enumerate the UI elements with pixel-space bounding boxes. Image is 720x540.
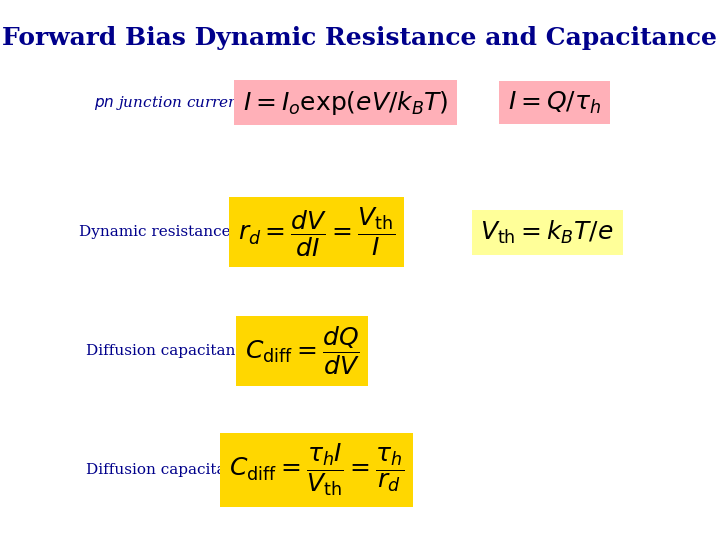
Text: Diffusion capacitance: Diffusion capacitance bbox=[86, 463, 253, 477]
Text: $V_{\rm th} = k_BT/e$: $V_{\rm th} = k_BT/e$ bbox=[480, 219, 614, 246]
Text: $I = Q/\tau_h$: $I = Q/\tau_h$ bbox=[508, 90, 601, 116]
Text: Diffusion capacitance: Diffusion capacitance bbox=[86, 344, 253, 358]
Text: $r_d = \dfrac{dV}{dI} = \dfrac{V_{\rm th}}{I}$: $r_d = \dfrac{dV}{dI} = \dfrac{V_{\rm th… bbox=[238, 206, 395, 259]
Text: $C_{\rm diff} = \dfrac{\tau_h I}{V_{\rm th}} = \dfrac{\tau_h}{r_d}$: $C_{\rm diff} = \dfrac{\tau_h I}{V_{\rm … bbox=[229, 442, 405, 498]
Text: Forward Bias Dynamic Resistance and Capacitance: Forward Bias Dynamic Resistance and Capa… bbox=[2, 26, 718, 50]
Text: Dynamic resistance: Dynamic resistance bbox=[79, 225, 231, 239]
Text: $I = I_o\exp(eV/k_BT)$: $I = I_o\exp(eV/k_BT)$ bbox=[243, 89, 449, 117]
Text: $pn$ junction current: $pn$ junction current bbox=[94, 93, 246, 112]
Text: $C_{\rm diff} = \dfrac{dQ}{dV}$: $C_{\rm diff} = \dfrac{dQ}{dV}$ bbox=[245, 325, 360, 377]
